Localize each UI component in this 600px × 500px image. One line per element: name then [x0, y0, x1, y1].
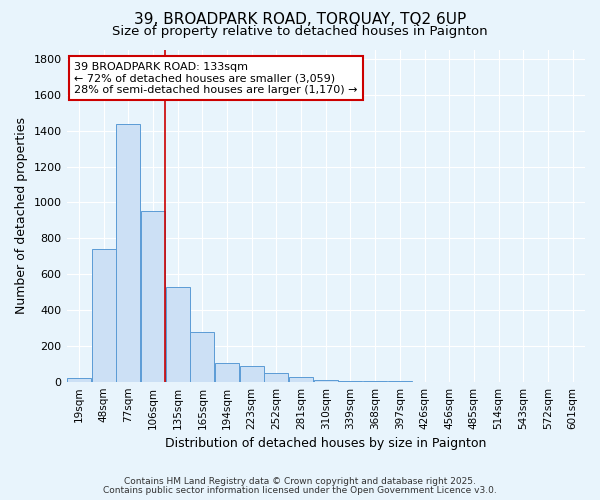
- Text: 39, BROADPARK ROAD, TORQUAY, TQ2 6UP: 39, BROADPARK ROAD, TORQUAY, TQ2 6UP: [134, 12, 466, 28]
- Bar: [116, 124, 140, 382]
- Bar: [289, 377, 313, 382]
- Text: 39 BROADPARK ROAD: 133sqm
← 72% of detached houses are smaller (3,059)
28% of se: 39 BROADPARK ROAD: 133sqm ← 72% of detac…: [74, 62, 358, 95]
- X-axis label: Distribution of detached houses by size in Paignton: Distribution of detached houses by size …: [165, 437, 487, 450]
- Bar: [92, 249, 116, 382]
- Y-axis label: Number of detached properties: Number of detached properties: [15, 118, 28, 314]
- Bar: [190, 332, 214, 382]
- Text: Size of property relative to detached houses in Paignton: Size of property relative to detached ho…: [112, 25, 488, 38]
- Bar: [265, 372, 289, 382]
- Text: Contains HM Land Registry data © Crown copyright and database right 2025.: Contains HM Land Registry data © Crown c…: [124, 477, 476, 486]
- Bar: [363, 381, 387, 382]
- Bar: [338, 381, 362, 382]
- Bar: [314, 380, 338, 382]
- Bar: [240, 366, 263, 382]
- Bar: [215, 363, 239, 382]
- Bar: [141, 212, 165, 382]
- Bar: [166, 286, 190, 382]
- Bar: [67, 378, 91, 382]
- Text: Contains public sector information licensed under the Open Government Licence v3: Contains public sector information licen…: [103, 486, 497, 495]
